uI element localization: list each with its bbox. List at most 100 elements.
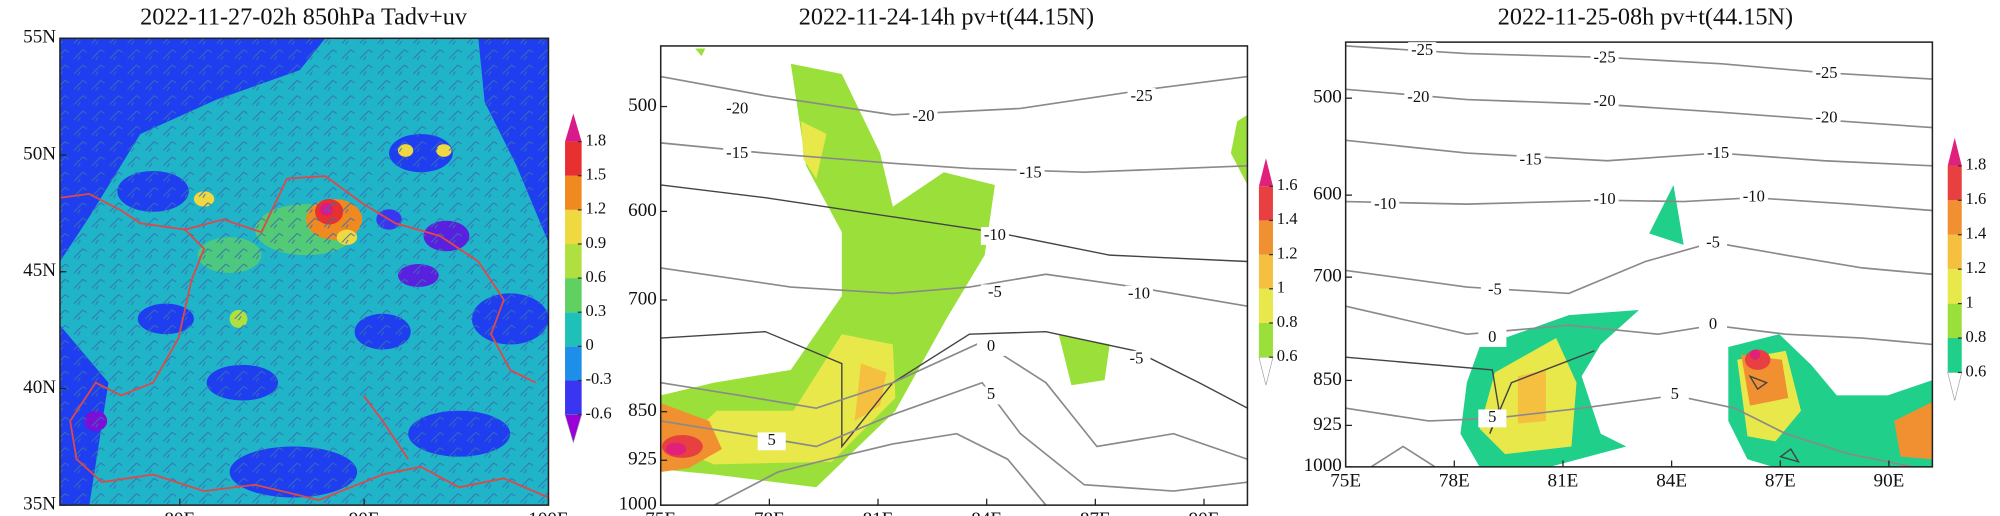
colorbar-label: -0.3 — [585, 369, 611, 388]
panel-title: 2022-11-24-14h pv+t(44.15N) — [799, 4, 1094, 31]
contour-label-bg — [1127, 88, 1156, 106]
colorbar-end — [1258, 158, 1273, 187]
x-tick-label: 90E — [1189, 509, 1220, 516]
x-tick-label: 81E — [863, 509, 894, 516]
x-tick-label: 80E — [164, 509, 195, 516]
colorbar-label: 1 — [1966, 292, 1974, 311]
colorbar-segment — [1947, 165, 1962, 201]
contour-label: -10 — [984, 225, 1006, 244]
contour-label-bg — [1660, 386, 1689, 405]
x-tick-label: 90E — [349, 509, 380, 516]
colorbar-end — [1258, 356, 1274, 386]
colorbar-segment — [565, 243, 582, 279]
contour-label-bg — [1478, 329, 1507, 347]
contour-label-bg — [1404, 89, 1433, 108]
contour-label: 5 — [1488, 407, 1496, 426]
x-tick-label: 100E — [528, 509, 568, 516]
contour-label: -20 — [1594, 91, 1616, 110]
contour-label-bg — [980, 227, 1009, 245]
contour-label: -20 — [1407, 87, 1429, 106]
colorbar-end — [564, 414, 583, 444]
y-tick-label: 45N — [23, 260, 56, 281]
colorbar-segment — [1258, 186, 1273, 221]
colorbar-segment — [565, 312, 582, 347]
contour-label: -10 — [1743, 187, 1765, 206]
colorbar-label: 1.2 — [1966, 258, 1987, 277]
contour-label-bg — [1698, 316, 1728, 335]
y-tick-label: 700 — [628, 288, 657, 309]
contour-label: 0 — [1709, 314, 1717, 333]
contour-label: 5 — [768, 430, 776, 449]
colorbar-segment — [565, 141, 582, 176]
panel-title: 2022-11-25-08h pv+t(44.15N) — [1498, 4, 1793, 31]
contour-label: 0 — [987, 336, 995, 355]
colorbar-segment — [565, 346, 582, 381]
contour-label-bg — [980, 284, 1009, 303]
y-tick-label: 500 — [1313, 87, 1342, 108]
contour-label: -25 — [1411, 40, 1433, 59]
colorbar-end — [565, 113, 582, 142]
colorbar-label: 1.4 — [1277, 209, 1298, 228]
contour-label: -15 — [1707, 143, 1729, 162]
colorbar-label: 0.9 — [585, 233, 606, 252]
map-field — [59, 38, 549, 506]
contour-label: -10 — [1128, 283, 1150, 302]
y-tick-label: 700 — [1313, 266, 1342, 287]
contour-label-bg — [1590, 93, 1619, 111]
x-tick-label: 87E — [1080, 509, 1111, 516]
colorbar-segment — [1947, 338, 1962, 373]
pv-field — [1345, 45, 1933, 467]
x-tick-label: 84E — [971, 509, 1002, 516]
contour-label-bg — [1125, 285, 1154, 304]
contour-label-bg — [1812, 65, 1841, 83]
x-tick-label: 75E — [645, 509, 676, 516]
colorbar-end — [1947, 372, 1963, 401]
colorbar-segment — [1258, 322, 1273, 358]
contour-label: -20 — [1815, 107, 1837, 126]
y-tick-label: 55N — [23, 27, 56, 48]
plot-frame — [1344, 41, 1934, 468]
contour-label-bg — [1698, 234, 1728, 253]
x-tick-label: 78E — [1439, 471, 1470, 492]
contour-label-bg — [723, 145, 752, 164]
y-tick-label: 925 — [1313, 414, 1342, 435]
colorbar-label: 1.8 — [585, 130, 606, 149]
contour-label: 5 — [1671, 384, 1679, 403]
colorbar-label: 0.3 — [585, 301, 606, 320]
panel-title: 2022-11-27-02h 850hPa Tadv+uv — [140, 4, 468, 31]
x-tick-label: 87E — [1765, 471, 1796, 492]
contour-label-bg — [1739, 188, 1768, 207]
x-tick-label: 84E — [1656, 471, 1687, 492]
colorbar-label: 0.6 — [1966, 361, 1987, 380]
y-tick-label: 600 — [1313, 184, 1342, 205]
colorbar-segment — [565, 175, 582, 210]
contour-label-bg — [1516, 151, 1545, 170]
contour-label: -5 — [1130, 349, 1144, 368]
y-tick-label: 850 — [628, 400, 657, 421]
colorbar-label: 0.6 — [1277, 346, 1298, 365]
contour-label: -25 — [1131, 86, 1153, 105]
contour-label: -15 — [1520, 150, 1542, 169]
colorbar-segment — [565, 209, 582, 244]
colorbar-end — [1947, 137, 1962, 166]
contour-label-bg — [1590, 191, 1619, 210]
contour-label: -5 — [988, 282, 1002, 301]
colorbar-label: 0.8 — [1966, 327, 1987, 346]
colorbar-segment — [1947, 200, 1962, 235]
colorbar-segment — [1258, 254, 1273, 289]
x-tick-label: 90E — [1874, 471, 1905, 492]
y-tick-label: 500 — [628, 95, 657, 116]
y-tick-label: 600 — [628, 200, 657, 221]
contour-label: -15 — [1020, 162, 1042, 181]
contour-label: -20 — [726, 99, 748, 118]
y-tick-label: 40N — [23, 377, 56, 398]
colorbar-label: 1.8 — [1966, 155, 1987, 174]
colorbar-label: 1.4 — [1966, 224, 1987, 243]
contour-label-bg — [977, 386, 1006, 405]
contour-label: -25 — [1815, 63, 1837, 82]
x-tick-label: 75E — [1330, 471, 1361, 492]
contour-label-bg — [1122, 350, 1151, 369]
colorbar-label: 0 — [585, 335, 593, 354]
contour-label-bg — [1704, 145, 1733, 164]
